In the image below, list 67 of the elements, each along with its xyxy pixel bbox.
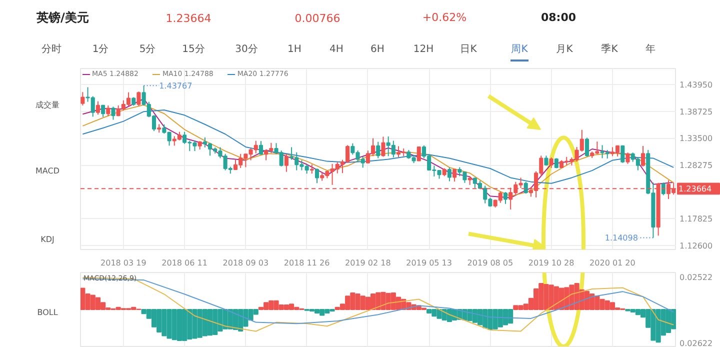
candlestick — [452, 168, 457, 182]
candlestick — [626, 152, 630, 164]
x-tick-label: 2018 09 03 — [222, 258, 269, 268]
line-series — [82, 276, 674, 332]
chart-title: 英镑/美元 — [36, 10, 89, 24]
text: 年 — [646, 43, 656, 55]
line-series — [82, 110, 674, 184]
text: 日K — [460, 44, 478, 55]
x-tick-label: 2020 01 20 — [590, 258, 636, 268]
text: 12H — [413, 44, 434, 55]
candlestick — [416, 146, 421, 162]
candlestick — [136, 91, 141, 106]
candlestick — [284, 154, 288, 172]
text: KDJ — [40, 235, 54, 244]
candlestick — [376, 141, 380, 159]
x-tick-label: 2018 03 19 — [100, 258, 146, 268]
candlestick — [96, 100, 100, 116]
x-tick-label: 2019 08 05 — [467, 258, 514, 268]
annotation: 1.43767 — [159, 82, 192, 91]
candlestick — [80, 92, 85, 106]
candlestick — [310, 164, 314, 174]
y-tick-label: 1.17825 — [680, 214, 713, 224]
ref-line-label: 1.23664 — [678, 184, 712, 194]
text: 成交量 — [36, 100, 60, 110]
candlestick — [111, 106, 116, 120]
annotation: 1.14098 — [604, 234, 638, 243]
text: 周K — [511, 44, 528, 55]
y-tick-label: 0.02622 — [680, 339, 713, 347]
candlestick — [381, 136, 386, 158]
candlestick — [314, 168, 320, 184]
text: MACD — [36, 166, 60, 176]
y-tick-label: 1.12600 — [680, 241, 713, 250]
text: 分时 — [42, 43, 62, 55]
text: 08:00 — [540, 11, 576, 24]
text: +0.62% — [422, 11, 467, 24]
text: 30分 — [235, 43, 258, 55]
text: 月K — [556, 44, 574, 55]
text: 1H — [288, 44, 302, 55]
text: BOLL — [37, 308, 58, 317]
y-tick-label: 1.33500 — [680, 134, 713, 144]
candlestick — [640, 145, 646, 167]
y-tick-label: 1.38725 — [680, 107, 713, 116]
text: 1分 — [92, 43, 109, 55]
candlestick — [101, 104, 106, 118]
x-tick-label: 2019 10 28 — [528, 258, 574, 268]
text: 季K — [601, 43, 618, 55]
candlestick — [620, 144, 625, 164]
x-tick-label: 2018 06 11 — [162, 258, 208, 268]
x-tick-label: 2019 05 13 — [406, 258, 452, 268]
text: 4H — [330, 44, 344, 55]
y-tick-label: 1.28275 — [680, 161, 713, 170]
candlestick — [503, 192, 508, 204]
text: 0.00766 — [294, 12, 340, 25]
text: 6H — [370, 44, 384, 55]
text: 5分 — [139, 43, 156, 55]
text: 15分 — [182, 43, 205, 55]
y-tick-label: 0.02522 — [680, 273, 713, 282]
candlestick — [584, 137, 590, 158]
candlestick — [258, 140, 263, 156]
text: 1.23664 — [166, 12, 212, 25]
candlestick — [106, 104, 110, 117]
candlestick — [447, 166, 452, 182]
candlestick — [549, 156, 554, 168]
y-tick-label: 1.43950 — [680, 80, 713, 90]
candlestick — [524, 181, 528, 194]
x-tick-label: 2019 02 18 — [345, 258, 391, 268]
x-tick-label: 2018 11 26 — [284, 258, 330, 268]
